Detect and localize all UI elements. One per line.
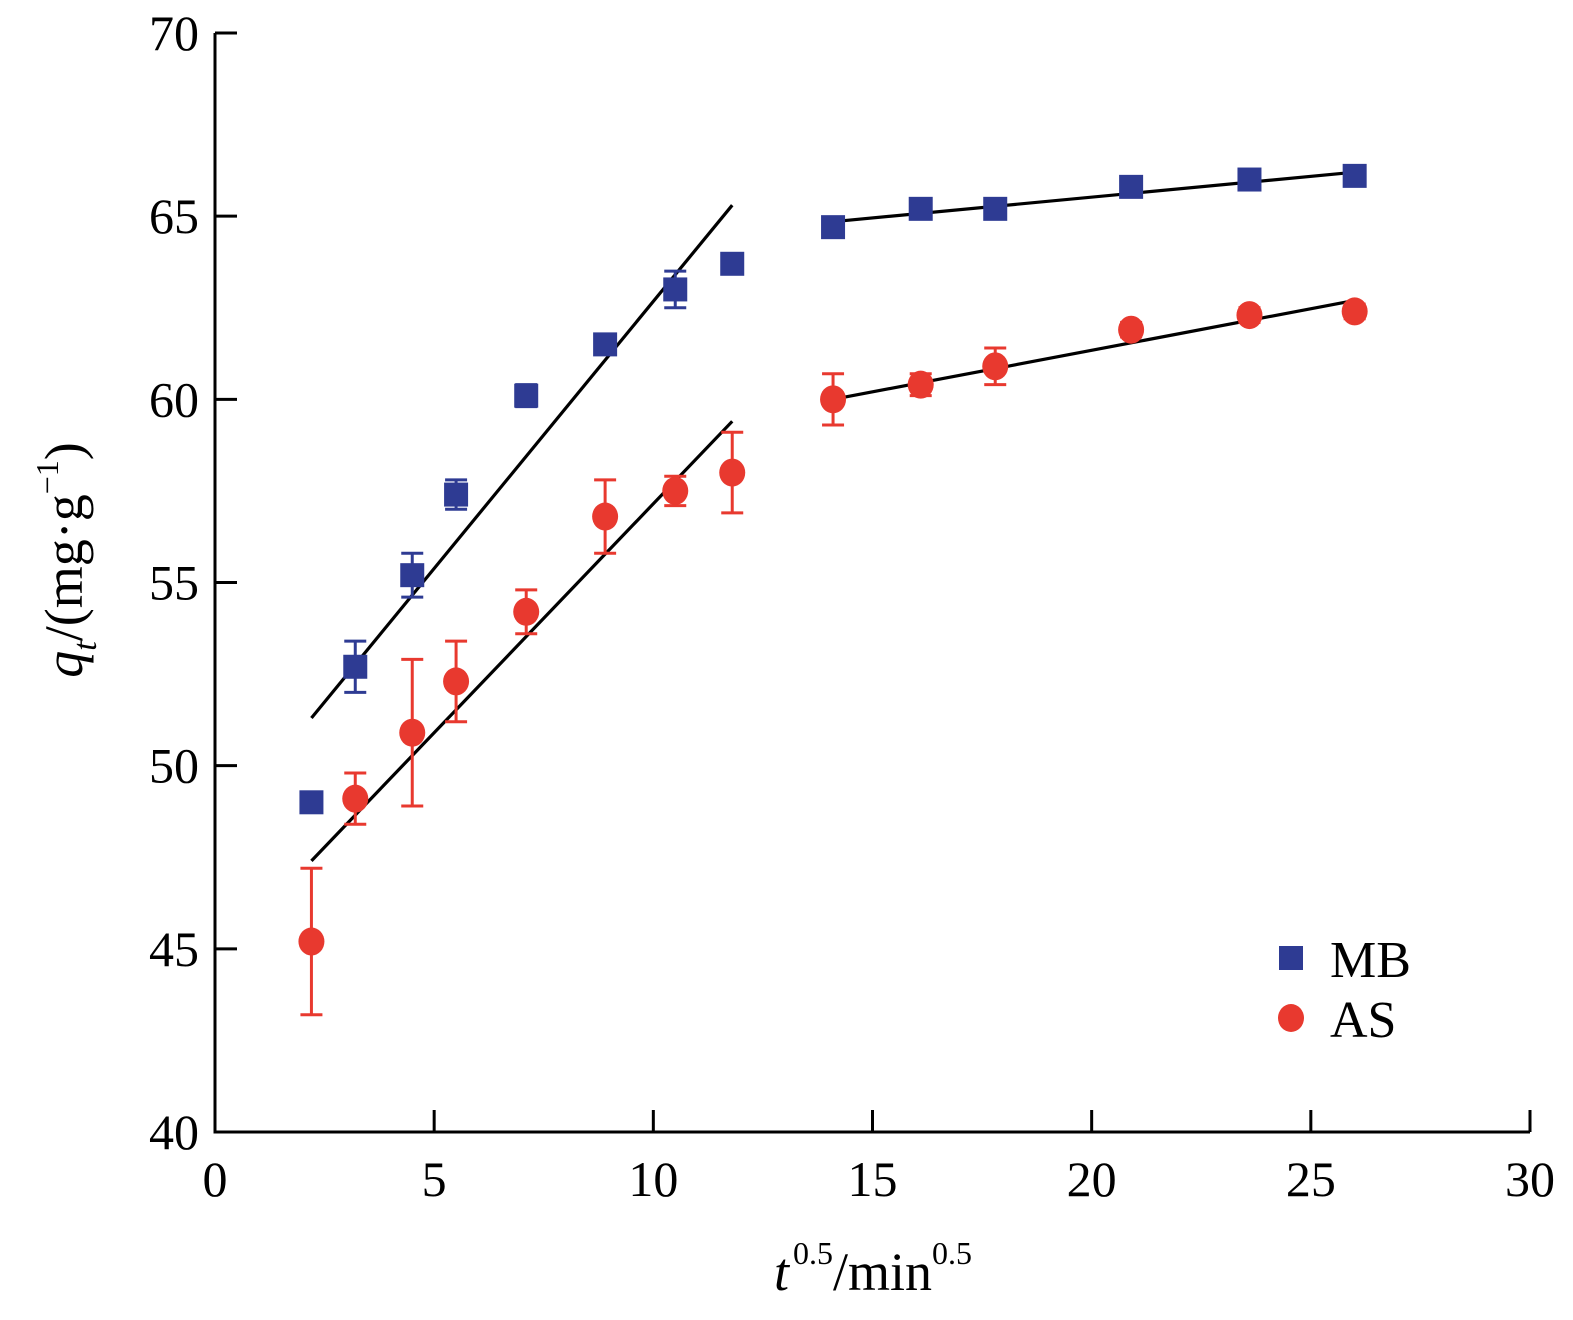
mb-point	[821, 215, 846, 240]
mb-point	[1119, 174, 1144, 199]
mb-fit-line	[310, 204, 734, 720]
mb-point	[514, 383, 539, 408]
as-point	[719, 458, 746, 487]
mb-point	[908, 196, 933, 221]
mb-point	[299, 790, 324, 815]
as-point	[907, 370, 934, 399]
x-tick-label: 30	[1505, 1151, 1555, 1207]
error-bars	[300, 167, 1366, 1017]
y-tick-label: 65	[149, 188, 199, 244]
data-points	[298, 163, 1368, 956]
x-tick-label: 0	[203, 1151, 228, 1207]
as-point	[399, 718, 426, 747]
mb-point	[400, 563, 425, 588]
y-axis-label: qt/(mg·g−1)	[29, 442, 104, 677]
mb-point	[444, 482, 469, 507]
x-tick-label: 20	[1067, 1151, 1117, 1207]
mb-point	[1237, 167, 1262, 192]
legend-mb-label: MB	[1330, 932, 1411, 989]
as-point	[820, 385, 847, 414]
as-point	[662, 476, 689, 505]
x-tick-label: 5	[422, 1151, 447, 1207]
y-tick-label: 55	[149, 555, 199, 611]
mb-point	[343, 654, 368, 679]
as-point	[1118, 315, 1145, 344]
x-axis-label: t 0.5/min0.5	[774, 1235, 972, 1302]
mb-point	[1342, 163, 1367, 188]
y-tick-label: 60	[149, 371, 199, 427]
x-tick-label: 15	[848, 1151, 898, 1207]
y-tick-label: 45	[149, 921, 199, 977]
y-tick-label: 50	[149, 738, 199, 794]
as-fit-line	[310, 420, 734, 863]
x-tick-label: 10	[628, 1151, 678, 1207]
as-point	[443, 667, 470, 696]
y-tick-label: 70	[149, 5, 199, 61]
legend-mb-marker	[1279, 946, 1303, 970]
legend-as-label: AS	[1330, 992, 1396, 1049]
fit-lines	[310, 170, 1355, 863]
y-tick-label: 40	[149, 1104, 199, 1160]
as-point	[513, 597, 540, 626]
as-point	[982, 352, 1009, 381]
as-point	[298, 927, 325, 956]
as-point	[1341, 297, 1368, 326]
as-point	[342, 784, 369, 813]
as-point	[1236, 301, 1263, 330]
mb-point	[983, 196, 1008, 221]
legend-as-marker	[1278, 1004, 1304, 1032]
as-point	[592, 502, 619, 531]
mb-point	[593, 332, 618, 357]
mb-point	[720, 251, 745, 276]
mb-point	[663, 277, 688, 302]
x-tick-label: 25	[1286, 1151, 1336, 1207]
axes: 0 5 10 15 20 25 30 40 45 50 55 60 65 70	[149, 5, 1555, 1207]
